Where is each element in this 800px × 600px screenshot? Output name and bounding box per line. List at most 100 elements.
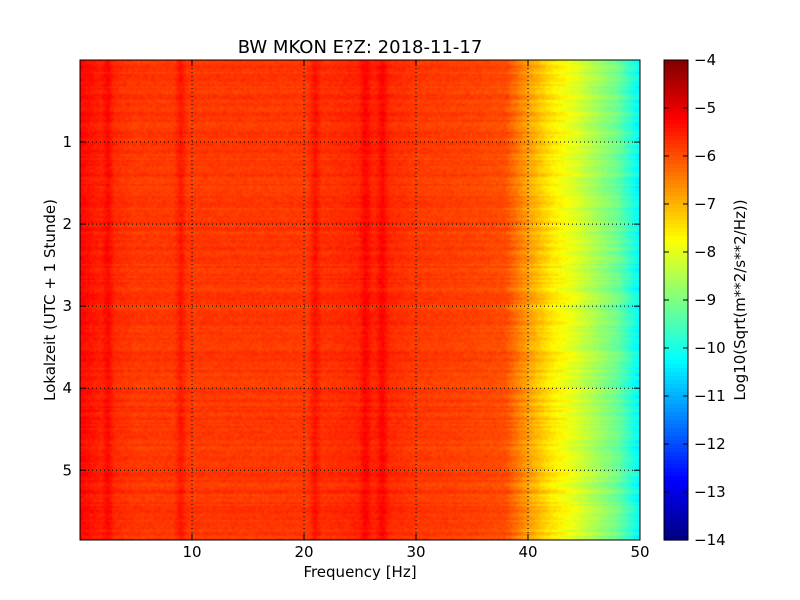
colorbar-segment [664, 188, 688, 193]
colorbar-segment [664, 476, 688, 481]
colorbar-segment [664, 264, 688, 269]
colorbar-segment [664, 140, 688, 145]
colorbar-segment [664, 384, 688, 389]
colorbar-segment [664, 528, 688, 533]
colorbar-segment [664, 108, 688, 113]
colorbar-segment [664, 156, 688, 161]
y-tick-label: 3 [62, 297, 72, 315]
y-tick-label: 4 [62, 379, 72, 397]
colorbar-segment [664, 484, 688, 489]
colorbar-segment [664, 136, 688, 141]
colorbar-segment [664, 272, 688, 277]
colorbar-segment [664, 388, 688, 393]
spectrogram-image [80, 60, 640, 540]
colorbar-segment [664, 408, 688, 413]
colorbar-segment [664, 512, 688, 517]
colorbar-segment [664, 368, 688, 373]
colorbar-segment [664, 392, 688, 397]
colorbar-segment [664, 172, 688, 177]
colorbar-segment [664, 396, 688, 401]
colorbar-segment [664, 192, 688, 197]
colorbar-segment [664, 428, 688, 433]
colorbar-segment [664, 120, 688, 125]
colorbar-segment [664, 332, 688, 337]
colorbar-segment [664, 248, 688, 253]
colorbar-segment [664, 420, 688, 425]
colorbar-segment [664, 256, 688, 261]
colorbar-segment [664, 216, 688, 221]
colorbar-segment [664, 148, 688, 153]
colorbar-segment [664, 336, 688, 341]
colorbar-segment [664, 260, 688, 265]
colorbar-segment [664, 64, 688, 69]
colorbar-segment [664, 204, 688, 209]
colorbar-segment [664, 356, 688, 361]
colorbar-segment [664, 124, 688, 129]
colorbar-segment [664, 288, 688, 293]
colorbar-segment [664, 72, 688, 77]
colorbar-segment [664, 212, 688, 217]
colorbar-segment [664, 468, 688, 473]
colorbar-segment [664, 180, 688, 185]
plot-area [79, 59, 641, 541]
colorbar-tick-label: −6 [694, 147, 716, 165]
colorbar-segment [664, 104, 688, 109]
colorbar-segment [664, 372, 688, 377]
colorbar-segment [664, 416, 688, 421]
colorbar-segment [664, 424, 688, 429]
colorbar-tick-label: −14 [694, 531, 726, 549]
colorbar-segment [664, 80, 688, 85]
colorbar-segment [664, 516, 688, 521]
colorbar-segment [664, 492, 688, 497]
colorbar-segment [664, 116, 688, 121]
colorbar-segment [664, 244, 688, 249]
colorbar-tick-label: −10 [694, 339, 726, 357]
colorbar-segment [664, 308, 688, 313]
colorbar-tick-label: −5 [694, 99, 716, 117]
colorbar-segment [664, 340, 688, 345]
colorbar-tick-label: −9 [694, 291, 716, 309]
colorbar-segment [664, 412, 688, 417]
colorbar-segment [664, 380, 688, 385]
colorbar-segment [664, 132, 688, 137]
colorbar-tick-label: −11 [694, 387, 726, 405]
colorbar-segment [664, 196, 688, 201]
colorbar-segment [664, 68, 688, 73]
colorbar-ticks: −4 −5 −6 −7 −8 −9 −10 −11 −12 −13 −14 [664, 51, 726, 549]
colorbar-segment [664, 292, 688, 297]
colorbar-segment [664, 444, 688, 449]
x-tick-label: 30 [406, 543, 425, 561]
colorbar-segment [664, 488, 688, 493]
colorbar-segment [664, 240, 688, 245]
colorbar-segment [664, 376, 688, 381]
y-axis-label: Lokalzeit (UTC + 1 Stunde) [41, 199, 59, 401]
colorbar-segment [664, 280, 688, 285]
colorbar-segment [664, 316, 688, 321]
x-tick-label: 50 [630, 543, 649, 561]
x-tick-label: 40 [518, 543, 537, 561]
colorbar-segment [664, 320, 688, 325]
colorbar-segment [664, 344, 688, 349]
colorbar-segment [664, 88, 688, 93]
colorbar-tick-label: −7 [694, 195, 716, 213]
colorbar-segment [664, 452, 688, 457]
y-tick-label: 1 [62, 133, 72, 151]
colorbar-segment [664, 160, 688, 165]
x-axis-ticks: 10 20 30 40 50 [182, 60, 650, 561]
colorbar-tick-label: −8 [694, 243, 716, 261]
colorbar-segment [664, 328, 688, 333]
colorbar-segment [664, 100, 688, 105]
colorbar-segment [664, 296, 688, 301]
colorbar-segment [664, 184, 688, 189]
colorbar-segment [664, 224, 688, 229]
colorbar-segment [664, 400, 688, 405]
colorbar-segment [664, 164, 688, 169]
colorbar-segment [664, 404, 688, 409]
x-tick-label: 20 [294, 543, 313, 561]
colorbar-segment [664, 228, 688, 233]
x-tick-label: 10 [182, 543, 201, 561]
colorbar-segment [664, 352, 688, 357]
colorbar-segment [664, 300, 688, 305]
chart-title: BW MKON E?Z: 2018-11-17 [238, 37, 483, 58]
